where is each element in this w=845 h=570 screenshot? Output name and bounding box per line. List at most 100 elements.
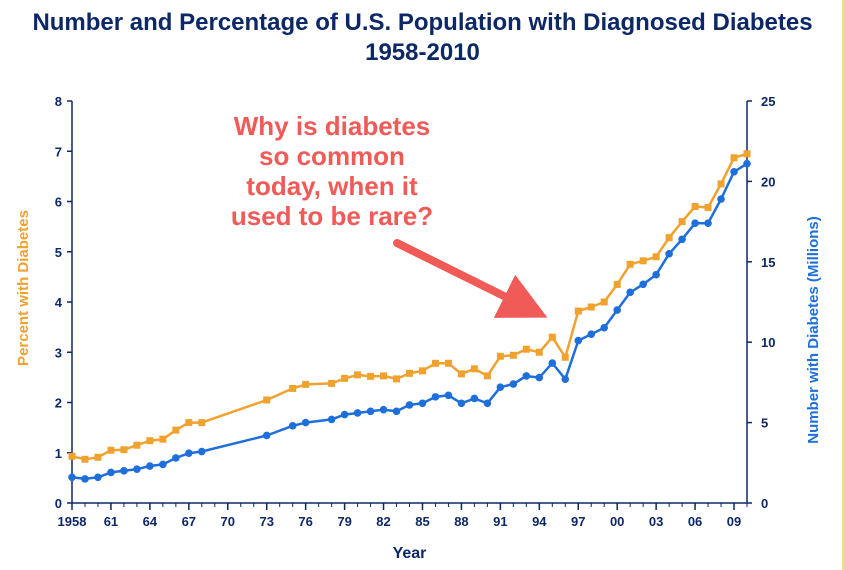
- y-left-tick-label: 0: [55, 496, 62, 511]
- number-series-point: [431, 393, 440, 401]
- annotation-line-3: today, when it: [246, 171, 418, 201]
- y-right-tick-label: 15: [761, 255, 775, 270]
- number-series-point: [613, 306, 621, 314]
- percent-series-point: [483, 372, 491, 380]
- x-tick-label: 97: [571, 514, 585, 529]
- number-series-point: [743, 159, 751, 168]
- x-tick-label: 85: [415, 514, 429, 529]
- x-tick-label: 88: [454, 514, 468, 529]
- percent-series-point: [185, 419, 193, 427]
- percent-series-point: [81, 455, 89, 463]
- percent-series-point: [444, 359, 452, 367]
- y-left-tick-label: 7: [55, 144, 62, 159]
- number-series-point: [107, 468, 115, 477]
- x-tick-label: 61: [104, 514, 118, 529]
- percent-series-point: [457, 370, 465, 378]
- annotation-arrow: [393, 239, 548, 318]
- percent-series-point: [94, 453, 102, 461]
- number-series-point: [120, 467, 128, 475]
- number-series-point: [509, 380, 518, 388]
- percent-series-point: [380, 372, 388, 380]
- y-left-tick-label: 8: [55, 94, 62, 109]
- y-right-tick-label: 5: [761, 416, 768, 431]
- percent-series-point: [341, 374, 349, 382]
- percent-series-point: [120, 446, 128, 454]
- y-left-tick-label: 5: [55, 245, 62, 260]
- percent-series-point: [522, 345, 530, 353]
- number-series-point: [587, 330, 596, 338]
- number-series-point: [159, 460, 167, 469]
- x-tick-label: 94: [532, 514, 547, 529]
- percent-series-point: [198, 419, 206, 427]
- percent-series-point: [354, 371, 362, 379]
- number-series-point: [379, 405, 388, 414]
- percent-series-point: [263, 396, 271, 404]
- number-series-point: [94, 473, 102, 482]
- x-tick-label: 03: [649, 514, 663, 529]
- number-series-point: [483, 399, 492, 408]
- percent-series-point: [574, 307, 582, 315]
- number-series-point: [457, 399, 466, 408]
- percent-series-point: [730, 154, 738, 162]
- percent-series-point: [561, 353, 569, 361]
- percent-series-point: [367, 372, 375, 380]
- percent-series-point: [548, 333, 556, 341]
- number-series-point: [691, 219, 699, 228]
- percent-series-point: [600, 298, 608, 306]
- number-series-point: [288, 422, 297, 430]
- number-series-point: [340, 410, 349, 419]
- x-tick-label: 70: [221, 514, 235, 529]
- x-tick-label: 1958: [58, 514, 87, 529]
- number-series-point: [444, 391, 453, 400]
- percent-series-point: [678, 218, 686, 226]
- x-tick-label: 64: [143, 514, 158, 529]
- number-series-point: [68, 473, 76, 482]
- percent-series-point: [587, 303, 595, 311]
- y-right-axis-title: Number with Diabetes (Millions): [805, 216, 822, 444]
- percent-series-point: [496, 352, 504, 360]
- number-series-point: [535, 373, 544, 382]
- number-series-point: [366, 407, 375, 416]
- percent-series-point: [159, 435, 167, 443]
- percent-series-point: [172, 426, 180, 434]
- number-series-point: [730, 167, 738, 176]
- number-series-point: [522, 372, 531, 380]
- number-series-point: [470, 394, 479, 403]
- percent-series-point: [133, 441, 141, 449]
- number-series-point: [392, 407, 401, 416]
- number-series-point: [301, 418, 310, 427]
- number-series-point: [81, 475, 89, 483]
- x-tick-label: 00: [610, 514, 624, 529]
- percent-series-point: [717, 180, 725, 188]
- x-tick-label: 73: [259, 514, 273, 529]
- annotation-line-4: used to be rare?: [231, 201, 433, 231]
- percent-series-point: [146, 437, 154, 445]
- percent-series-point: [665, 234, 673, 242]
- percent-series-point: [743, 150, 751, 158]
- number-series-point: [198, 447, 206, 456]
- y-left-axis-title: Percent with Diabetes: [15, 210, 32, 366]
- number-series-point: [496, 383, 505, 392]
- number-series-point: [418, 399, 427, 408]
- right-edge-bar: [842, 0, 845, 570]
- chart-title: Number and Percentage of U.S. Population…: [32, 9, 813, 36]
- number-series-point: [678, 235, 686, 244]
- x-tick-label: 67: [182, 514, 196, 529]
- number-series-point: [561, 375, 570, 383]
- percent-series-point: [704, 204, 712, 212]
- number-series-point: [146, 462, 154, 470]
- y-right-tick-label: 10: [761, 335, 775, 350]
- number-series-point: [600, 323, 609, 332]
- percent-series-point: [418, 367, 426, 375]
- x-tick-label: 82: [376, 514, 390, 529]
- annotation-line-2: so common: [259, 141, 405, 171]
- x-tick-label: 91: [493, 514, 507, 529]
- chart-subtitle: 1958-2010: [365, 39, 480, 66]
- number-series-point: [548, 359, 557, 367]
- number-series-point: [405, 401, 414, 409]
- x-tick-label: 09: [727, 514, 741, 529]
- number-series-point: [665, 249, 673, 258]
- y-left-tick-label: 6: [55, 195, 62, 210]
- number-series-point: [353, 409, 362, 417]
